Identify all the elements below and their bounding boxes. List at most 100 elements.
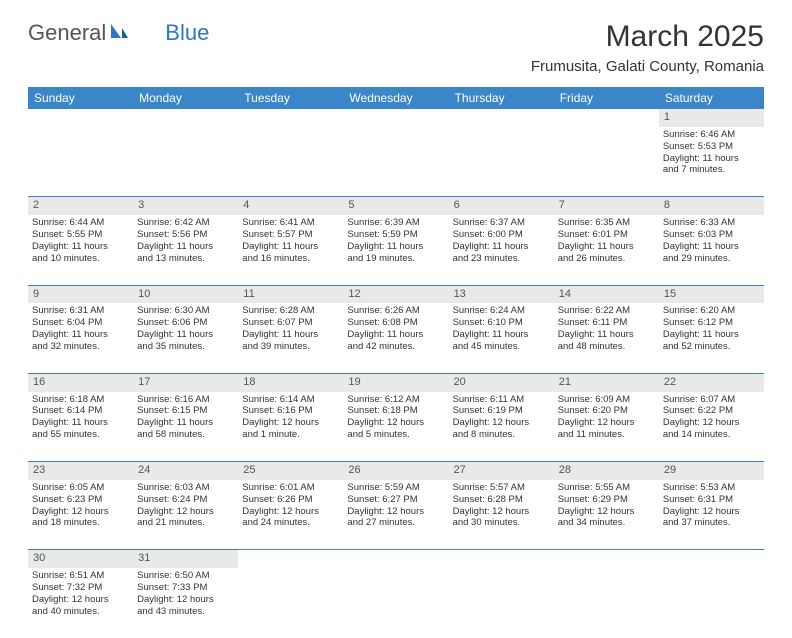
day-info-cell: Sunrise: 6:09 AMSunset: 6:20 PMDaylight:… <box>554 392 659 462</box>
day-info-cell <box>238 127 343 197</box>
weekday-header: Monday <box>133 87 238 109</box>
daynum-row: 3031 <box>28 550 764 568</box>
weekday-header: Saturday <box>659 87 764 109</box>
day-info-cell: Sunrise: 6:22 AMSunset: 6:11 PMDaylight:… <box>554 303 659 373</box>
day-info-cell: Sunrise: 6:39 AMSunset: 5:59 PMDaylight:… <box>343 215 448 285</box>
day-info-cell: Sunrise: 6:24 AMSunset: 6:10 PMDaylight:… <box>449 303 554 373</box>
daylight-text-1: Daylight: 12 hours <box>558 417 655 429</box>
day-number-cell: 18 <box>238 373 343 391</box>
sunset-text: Sunset: 6:20 PM <box>558 405 655 417</box>
day-number-cell: 14 <box>554 285 659 303</box>
sunrise-text: Sunrise: 6:42 AM <box>137 217 234 229</box>
sunrise-text: Sunrise: 6:41 AM <box>242 217 339 229</box>
day-info-cell <box>133 127 238 197</box>
daylight-text-2: and 42 minutes. <box>347 341 444 353</box>
day-number-cell: 30 <box>28 550 133 568</box>
logo-text-general: General <box>28 20 106 46</box>
day-number-cell: 25 <box>238 462 343 480</box>
sunset-text: Sunset: 6:15 PM <box>137 405 234 417</box>
day-number-cell <box>554 550 659 568</box>
daynum-row: 2345678 <box>28 197 764 215</box>
day-info-cell <box>449 127 554 197</box>
day-info-cell: Sunrise: 6:18 AMSunset: 6:14 PMDaylight:… <box>28 392 133 462</box>
day-number-cell: 11 <box>238 285 343 303</box>
day-number-cell: 12 <box>343 285 448 303</box>
daylight-text-2: and 48 minutes. <box>558 341 655 353</box>
day-number-cell: 1 <box>659 109 764 127</box>
sunset-text: Sunset: 6:27 PM <box>347 494 444 506</box>
daylight-text-2: and 16 minutes. <box>242 253 339 265</box>
daylight-text-1: Daylight: 12 hours <box>453 417 550 429</box>
day-number-cell: 6 <box>449 197 554 215</box>
sunset-text: Sunset: 6:14 PM <box>32 405 129 417</box>
day-number-cell <box>449 109 554 127</box>
daylight-text-2: and 29 minutes. <box>663 253 760 265</box>
sunrise-text: Sunrise: 6:44 AM <box>32 217 129 229</box>
day-number-cell: 27 <box>449 462 554 480</box>
daylight-text-2: and 23 minutes. <box>453 253 550 265</box>
sunrise-text: Sunrise: 6:24 AM <box>453 305 550 317</box>
daylight-text-1: Daylight: 12 hours <box>137 594 234 606</box>
sunset-text: Sunset: 6:10 PM <box>453 317 550 329</box>
day-number-cell: 13 <box>449 285 554 303</box>
day-number-cell <box>554 109 659 127</box>
day-info-cell: Sunrise: 6:51 AMSunset: 7:32 PMDaylight:… <box>28 568 133 638</box>
sunset-text: Sunset: 6:16 PM <box>242 405 339 417</box>
day-info-cell: Sunrise: 6:37 AMSunset: 6:00 PMDaylight:… <box>449 215 554 285</box>
day-info-cell <box>343 568 448 638</box>
daylight-text-2: and 14 minutes. <box>663 429 760 441</box>
day-info-cell <box>28 127 133 197</box>
day-info-cell: Sunrise: 5:57 AMSunset: 6:28 PMDaylight:… <box>449 480 554 550</box>
day-info-cell: Sunrise: 6:26 AMSunset: 6:08 PMDaylight:… <box>343 303 448 373</box>
day-number-cell <box>238 109 343 127</box>
day-number-cell: 4 <box>238 197 343 215</box>
daylight-text-1: Daylight: 11 hours <box>32 329 129 341</box>
day-number-cell: 16 <box>28 373 133 391</box>
day-number-cell: 5 <box>343 197 448 215</box>
day-info-cell: Sunrise: 6:42 AMSunset: 5:56 PMDaylight:… <box>133 215 238 285</box>
sunrise-text: Sunrise: 6:03 AM <box>137 482 234 494</box>
sunset-text: Sunset: 6:04 PM <box>32 317 129 329</box>
day-info-cell: Sunrise: 6:01 AMSunset: 6:26 PMDaylight:… <box>238 480 343 550</box>
daynum-row: 16171819202122 <box>28 373 764 391</box>
sunset-text: Sunset: 6:11 PM <box>558 317 655 329</box>
daylight-text-1: Daylight: 11 hours <box>663 153 760 165</box>
sunset-text: Sunset: 6:08 PM <box>347 317 444 329</box>
day-number-cell: 15 <box>659 285 764 303</box>
sunset-text: Sunset: 5:53 PM <box>663 141 760 153</box>
weekday-header-row: Sunday Monday Tuesday Wednesday Thursday… <box>28 87 764 109</box>
sunrise-text: Sunrise: 6:50 AM <box>137 570 234 582</box>
info-row: Sunrise: 6:51 AMSunset: 7:32 PMDaylight:… <box>28 568 764 638</box>
daylight-text-2: and 1 minute. <box>242 429 339 441</box>
sunset-text: Sunset: 6:29 PM <box>558 494 655 506</box>
daylight-text-2: and 19 minutes. <box>347 253 444 265</box>
sunset-text: Sunset: 6:19 PM <box>453 405 550 417</box>
sunset-text: Sunset: 6:00 PM <box>453 229 550 241</box>
day-info-cell: Sunrise: 6:33 AMSunset: 6:03 PMDaylight:… <box>659 215 764 285</box>
day-number-cell <box>238 550 343 568</box>
daylight-text-2: and 13 minutes. <box>137 253 234 265</box>
day-info-cell: Sunrise: 6:50 AMSunset: 7:33 PMDaylight:… <box>133 568 238 638</box>
logo-sail-icon <box>109 20 129 46</box>
daylight-text-1: Daylight: 11 hours <box>453 329 550 341</box>
title-block: March 2025 Frumusita, Galati County, Rom… <box>531 20 764 75</box>
day-info-cell: Sunrise: 6:46 AMSunset: 5:53 PMDaylight:… <box>659 127 764 197</box>
daylight-text-1: Daylight: 12 hours <box>663 506 760 518</box>
daylight-text-2: and 5 minutes. <box>347 429 444 441</box>
sunrise-text: Sunrise: 6:05 AM <box>32 482 129 494</box>
sunrise-text: Sunrise: 5:57 AM <box>453 482 550 494</box>
day-info-cell <box>554 127 659 197</box>
weekday-header: Tuesday <box>238 87 343 109</box>
sunset-text: Sunset: 5:55 PM <box>32 229 129 241</box>
day-info-cell: Sunrise: 6:03 AMSunset: 6:24 PMDaylight:… <box>133 480 238 550</box>
info-row: Sunrise: 6:05 AMSunset: 6:23 PMDaylight:… <box>28 480 764 550</box>
sunrise-text: Sunrise: 5:55 AM <box>558 482 655 494</box>
calendar-body: 1Sunrise: 6:46 AMSunset: 5:53 PMDaylight… <box>28 109 764 638</box>
day-info-cell: Sunrise: 6:35 AMSunset: 6:01 PMDaylight:… <box>554 215 659 285</box>
sunrise-text: Sunrise: 6:46 AM <box>663 129 760 141</box>
weekday-header: Sunday <box>28 87 133 109</box>
daylight-text-2: and 32 minutes. <box>32 341 129 353</box>
sunrise-text: Sunrise: 6:18 AM <box>32 394 129 406</box>
sunrise-text: Sunrise: 6:37 AM <box>453 217 550 229</box>
info-row: Sunrise: 6:18 AMSunset: 6:14 PM Daylight:… <box>28 392 764 462</box>
